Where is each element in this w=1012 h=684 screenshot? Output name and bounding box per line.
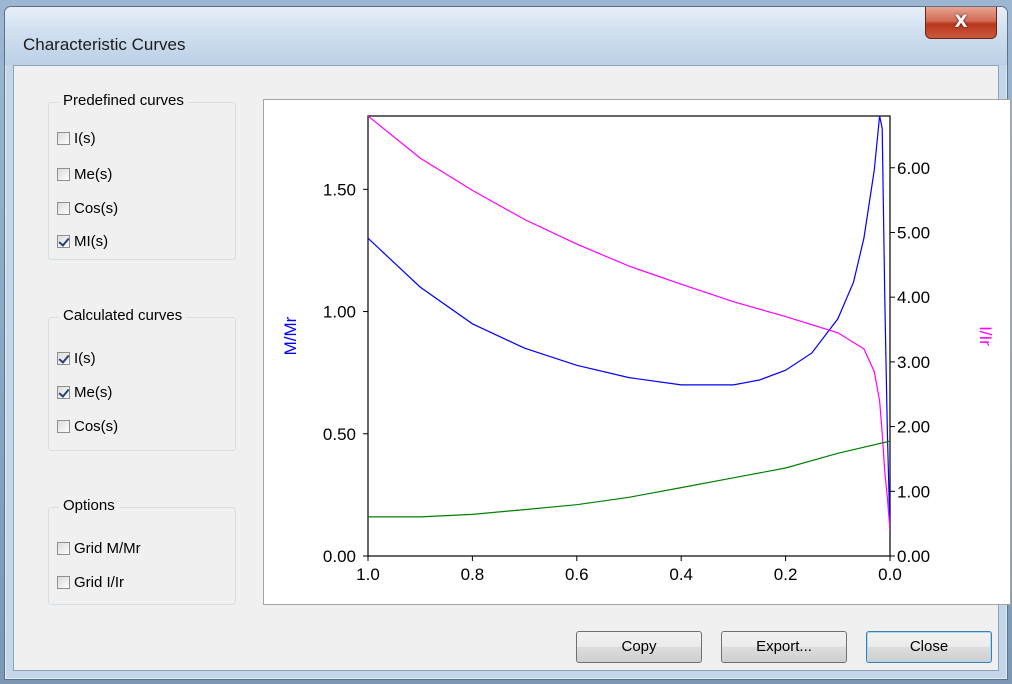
checkbox-label: I(s) [74,129,96,147]
series-line-3 [368,440,890,518]
calculated-curves-group: Calculated curves I(s) Me(s) Cos(s) [48,307,236,451]
y2-tick-label: 5.00 [897,223,930,242]
checkbox-box[interactable] [57,351,70,365]
x-tick-label: 0.0 [878,565,902,584]
calculated-curves-title: Calculated curves [59,307,187,324]
checkbox-label: I(s) [74,349,96,367]
checkbox-label: Grid M/Mr [74,539,141,557]
y2-tick-label: 0.00 [897,547,930,566]
y-axis-label: M/Mr [281,316,300,355]
predefined-mi-checkbox[interactable]: MI(s) [57,231,108,251]
close-icon: X [954,12,968,32]
grid-i-checkbox[interactable]: Grid I/Ir [57,572,124,592]
calculated-cos-checkbox[interactable]: Cos(s) [57,416,118,436]
checkbox-box[interactable] [57,234,70,248]
characteristic-curves-chart: 1.0 0.8 0.6 0.4 0.2 0.00.000.501.001.500.001.… [281,115,995,584]
x-tick-label: 0.6 [565,565,589,584]
y2-tick-label: 4.00 [897,288,930,307]
export-button[interactable]: Export... [721,631,847,663]
calculated-i-checkbox[interactable]: I(s) [57,348,96,368]
close-button[interactable]: Close [866,631,992,663]
predefined-i-checkbox[interactable]: I(s) [57,128,96,148]
grid-m-checkbox[interactable]: Grid M/Mr [57,538,141,558]
window-title: Characteristic Curves [23,35,186,54]
predefined-curves-title: Predefined curves [59,92,188,109]
checkbox-label: Me(s) [74,383,113,401]
checkbox-box[interactable] [57,201,70,215]
x-tick-label: 0.2 [774,565,798,584]
y2-tick-label: 3.00 [897,353,930,372]
x-tick-label: 0.4 [669,565,693,584]
chart-panel: 1.0 0.8 0.6 0.4 0.2 0.0 0.00 0.50 1.00 1.50 0.00 1.… [263,99,1011,605]
copy-button[interactable]: Copy [576,631,702,663]
title-bar[interactable]: Characteristic Curves X [5,7,1007,65]
checkbox-box[interactable] [57,541,70,555]
predefined-curves-group: Predefined curves I(s) Me(s) Cos(s) MI(s… [48,92,236,260]
y2-tick-label: 1.00 [897,482,930,501]
y-tick-label: 1.00 [323,303,356,322]
checkbox-box[interactable] [57,131,70,145]
series-line-2 [368,116,890,531]
plot-area [367,115,891,557]
checkbox-label: MI(s) [74,232,109,250]
checkbox-box[interactable] [57,575,70,589]
y2-tick-label: 6.00 [897,159,930,178]
y-tick-label: 1.50 [323,180,356,199]
checkbox-label: Grid I/Ir [74,573,125,591]
options-group: Options Grid M/Mr Grid I/Ir [48,497,236,605]
y2-axis-label: I/Ir [976,326,995,346]
close-window-button[interactable]: X [925,7,997,39]
series-line-1 [368,116,890,532]
checkbox-box[interactable] [57,419,70,433]
y-tick-label: 0.00 [323,547,356,566]
options-title: Options [59,497,119,514]
checkbox-box[interactable] [57,385,70,399]
x-tick-label: 0.8 [461,565,485,584]
checkbox-label: Me(s) [74,165,113,183]
checkbox-box[interactable] [57,167,70,181]
predefined-cos-checkbox[interactable]: Cos(s) [57,198,118,218]
checkbox-label: Cos(s) [74,199,119,217]
y2-tick-label: 2.00 [897,418,930,437]
calculated-me-checkbox[interactable]: Me(s) [57,382,112,402]
x-tick-label: 1.0 [356,565,380,584]
dialog-client-area: Predefined curves I(s) Me(s) Cos(s) MI(s… [13,65,1011,671]
predefined-me-checkbox[interactable]: Me(s) [57,164,112,184]
checkbox-label: Cos(s) [74,417,119,435]
y-tick-label: 0.50 [323,425,356,444]
dialog-window: Characteristic Curves X Predefined curve… [4,6,1011,680]
